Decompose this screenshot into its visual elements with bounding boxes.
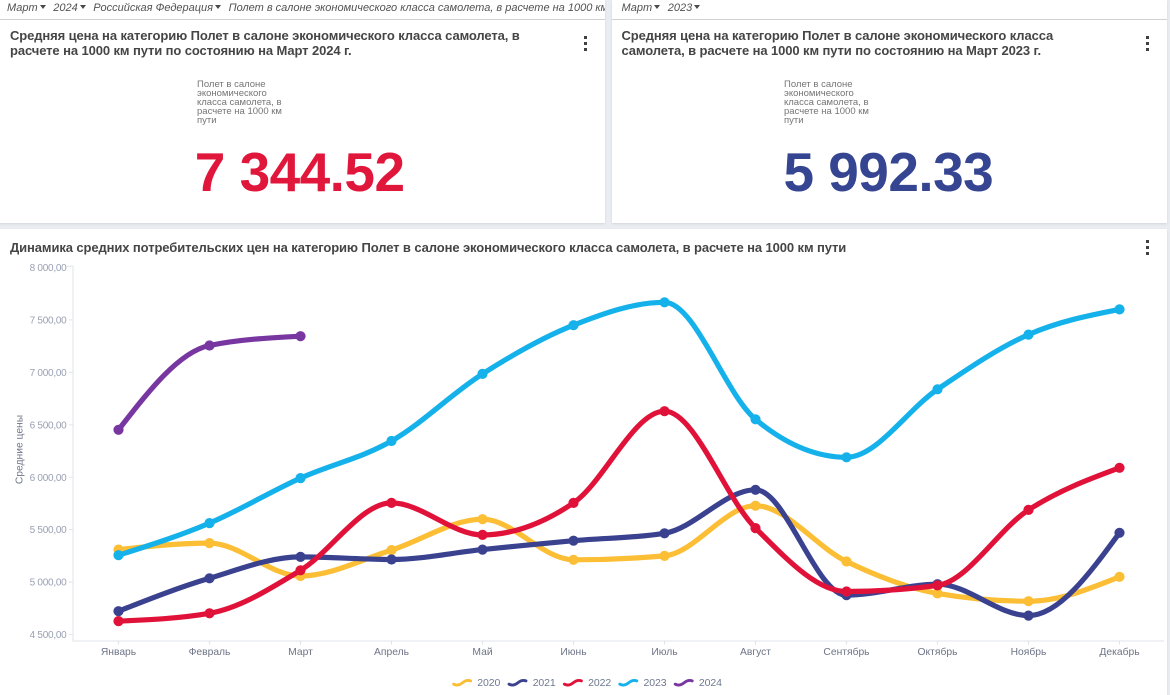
- svg-text:Ноябрь: Ноябрь: [1011, 646, 1047, 658]
- svg-text:Август: Август: [740, 647, 771, 658]
- svg-text:Октябрь: Октябрь: [918, 646, 958, 658]
- svg-text:6 000,00: 6 000,00: [30, 472, 68, 483]
- svg-text:5 000,00: 5 000,00: [30, 577, 68, 588]
- svg-text:2023: 2023: [644, 676, 667, 688]
- svg-text:4 500,00: 4 500,00: [30, 630, 68, 641]
- svg-text:2021: 2021: [533, 676, 556, 688]
- svg-text:Июнь: Июнь: [560, 647, 586, 658]
- svg-text:2020: 2020: [477, 676, 500, 688]
- svg-text:8 000,00: 8 000,00: [30, 263, 68, 274]
- svg-text:5 500,00: 5 500,00: [30, 525, 68, 536]
- svg-text:7 500,00: 7 500,00: [30, 315, 68, 326]
- svg-text:Сентябрь: Сентябрь: [823, 646, 869, 658]
- svg-text:Декабрь: Декабрь: [1099, 646, 1139, 658]
- svg-text:6 500,00: 6 500,00: [30, 420, 68, 431]
- svg-text:Июль: Июль: [651, 647, 677, 658]
- svg-text:2024: 2024: [699, 676, 722, 688]
- svg-text:Февраль: Февраль: [189, 647, 231, 658]
- svg-text:7 000,00: 7 000,00: [30, 368, 68, 379]
- svg-text:Средние цены: Средние цены: [14, 414, 25, 483]
- svg-text:Январь: Январь: [101, 647, 136, 658]
- svg-text:Май: Май: [472, 647, 492, 658]
- svg-text:2022: 2022: [588, 676, 611, 688]
- svg-text:Апрель: Апрель: [374, 647, 409, 658]
- svg-text:Март: Март: [288, 647, 313, 658]
